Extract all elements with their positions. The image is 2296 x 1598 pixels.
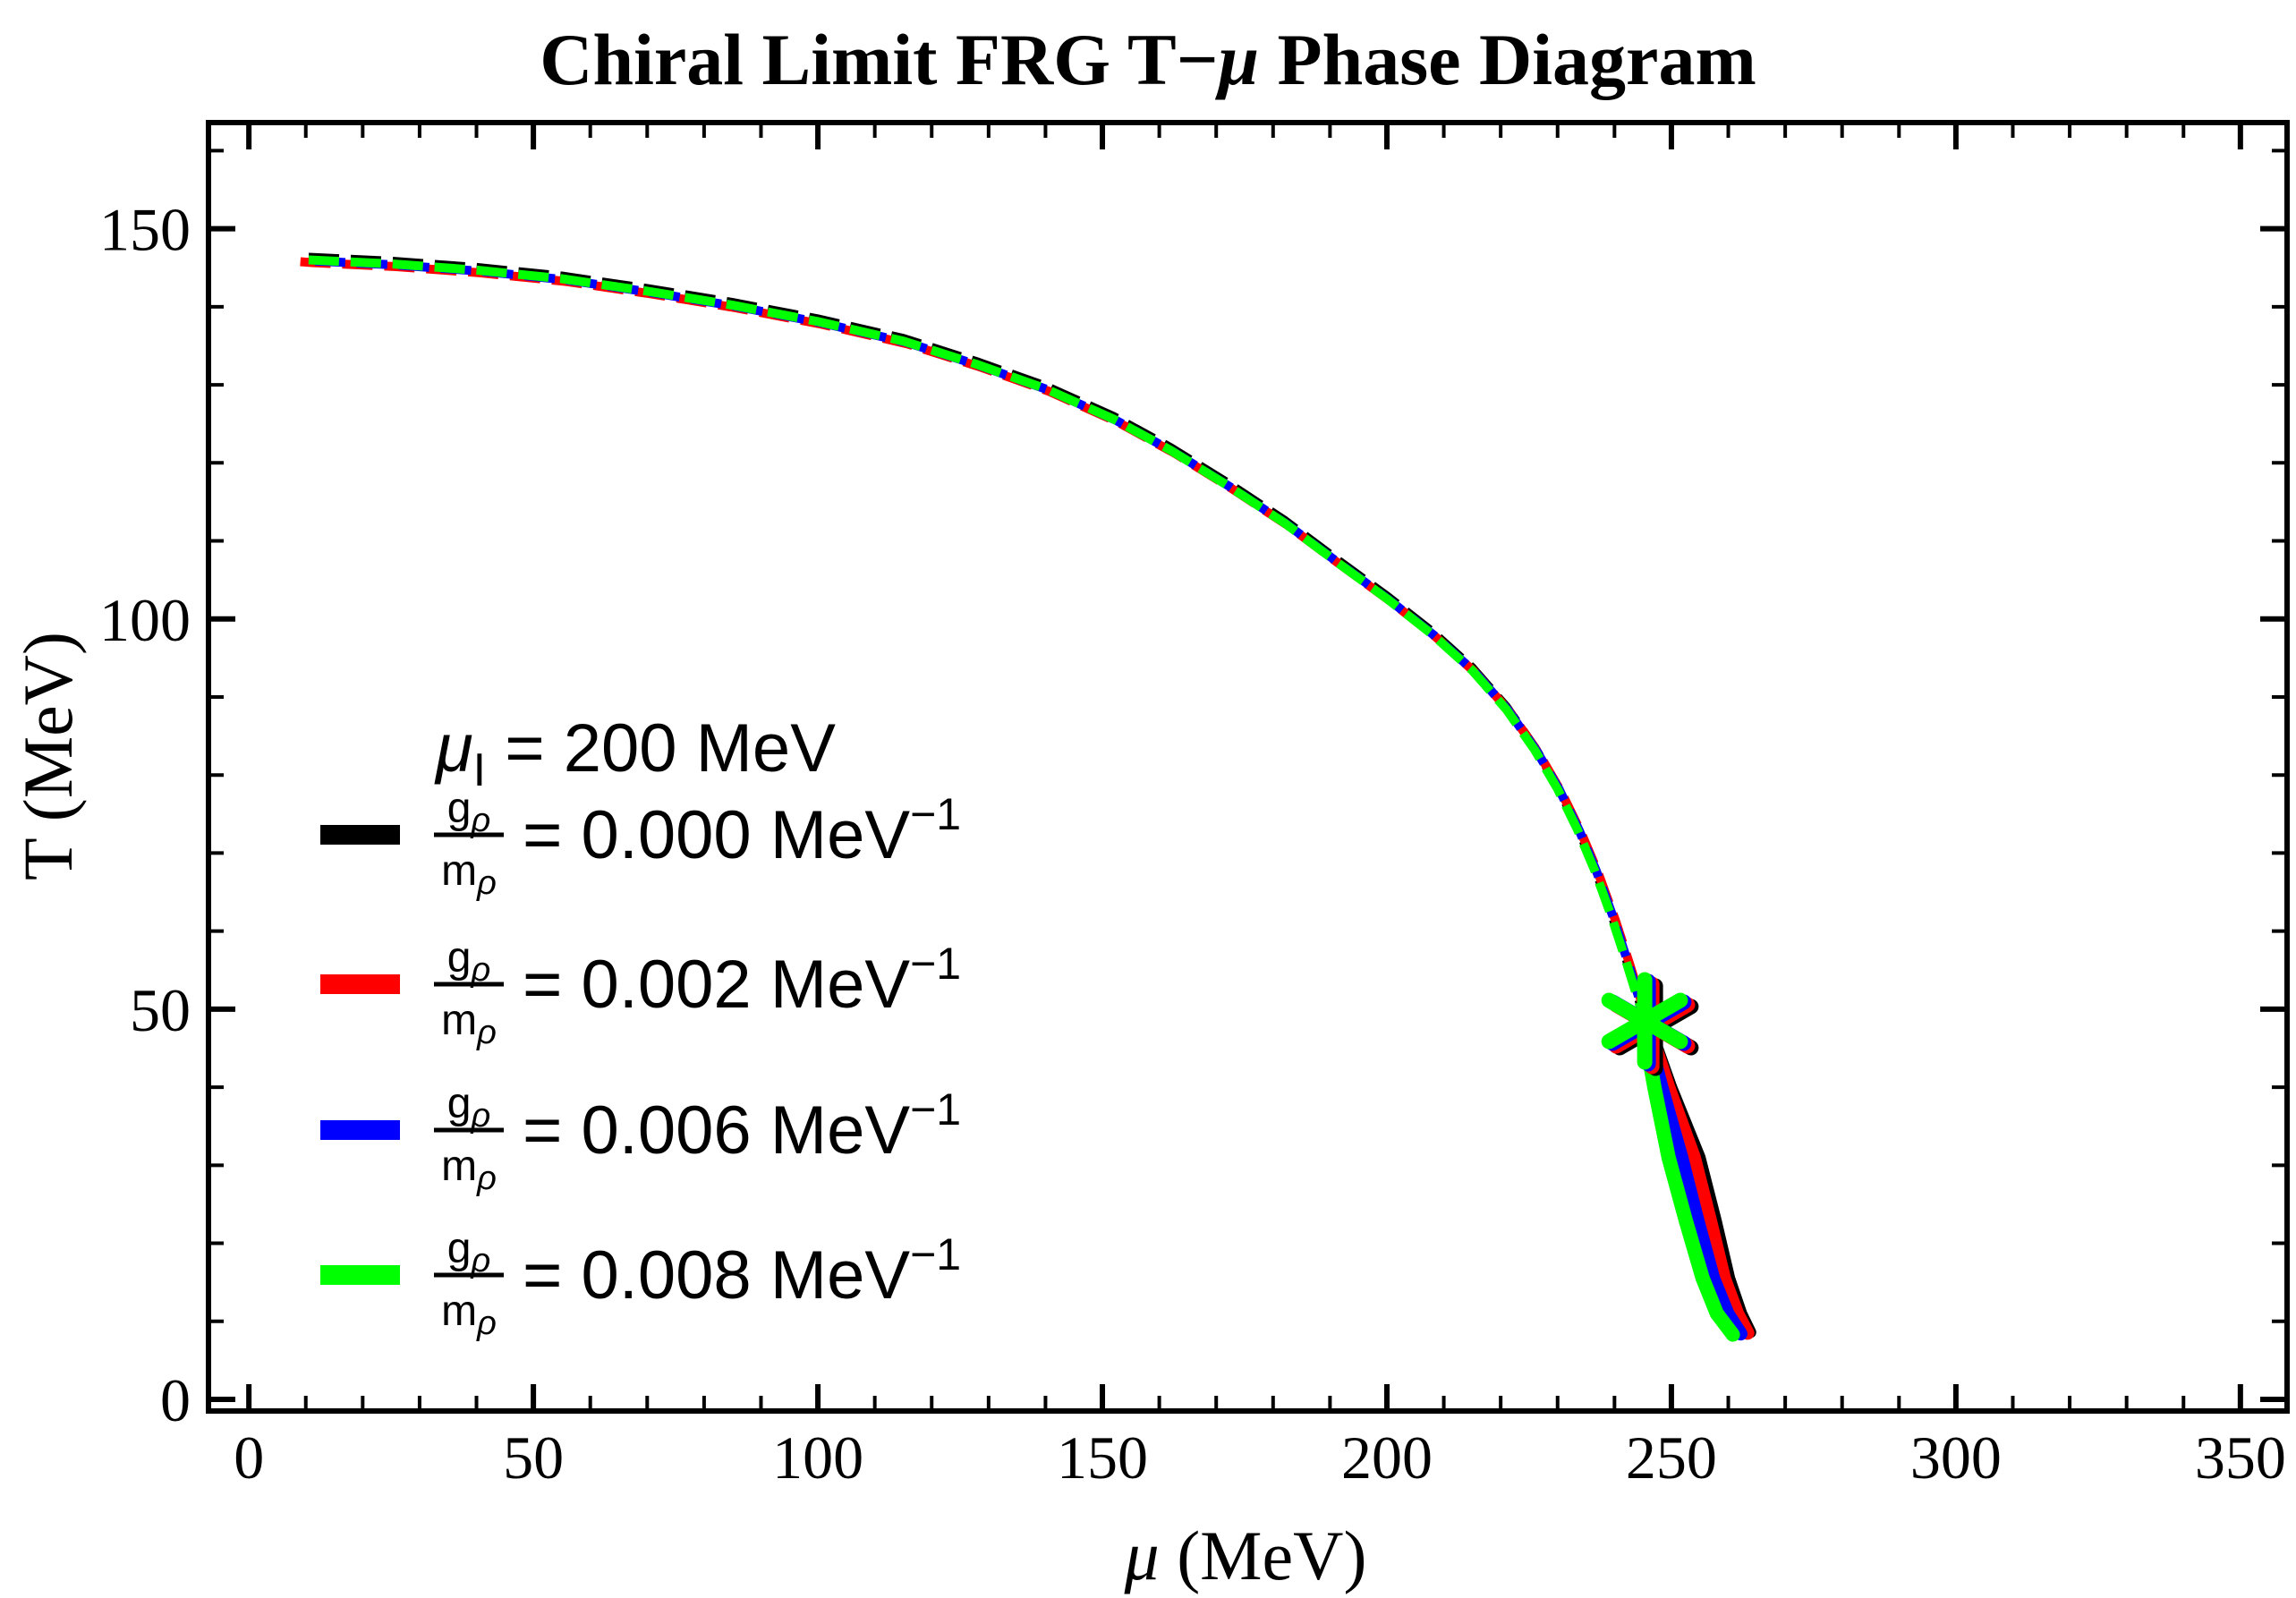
first-order-line-blue	[1638, 1016, 1748, 1341]
legend-swatch	[320, 825, 400, 845]
y-axis-title: T (MeV)	[9, 632, 87, 880]
y-tick-label: 0	[160, 1366, 191, 1434]
legend-fraction-numerator: gρ	[447, 934, 490, 989]
plot-frame	[206, 120, 2290, 1414]
chart-title-mu-symbol: μ	[1218, 19, 1260, 100]
legend-value: = 0.008 MeV−1	[523, 1229, 961, 1313]
legend-swatch	[320, 1265, 400, 1285]
x-tick-label: 200	[1341, 1424, 1433, 1492]
x-axis-title-mu-symbol: μ	[1124, 1517, 1160, 1594]
x-tick-label: 300	[1910, 1424, 2002, 1492]
legend-fraction-denominator: mρ	[441, 1143, 497, 1197]
chart-title-text-right: Phase Diagram	[1259, 19, 1756, 100]
chart-title: Chiral Limit FRG T−μ Phase Diagram	[0, 18, 2296, 102]
legend-header: μI = 200 MeV	[434, 710, 836, 796]
x-axis-title-unit: (MeV)	[1159, 1517, 1367, 1594]
legend-fraction-denominator: mρ	[441, 847, 497, 902]
legend-value: = 0.002 MeV−1	[523, 939, 961, 1023]
legend-fraction-denominator: mρ	[441, 1288, 497, 1342]
x-tick-label: 250	[1626, 1424, 1717, 1492]
legend-fraction-numerator: gρ	[447, 1080, 490, 1135]
legend-value: = 0.000 MeV−1	[523, 789, 961, 873]
legend-entry-0.000: gρ mρ = 0.000 MeV−1	[320, 785, 961, 902]
crossover-curve-green	[308, 255, 1649, 1023]
x-tick-label: 100	[772, 1424, 863, 1492]
legend-entry-0.008: gρ mρ = 0.008 MeV−1	[320, 1225, 961, 1342]
x-tick-label: 150	[1057, 1424, 1148, 1492]
chart-title-text-left: Chiral Limit FRG T−	[540, 19, 1219, 100]
legend-fraction-numerator: gρ	[447, 1225, 490, 1279]
y-tick-label: 100	[99, 586, 191, 654]
x-tick-label: 50	[503, 1424, 564, 1492]
legend-value: = 0.006 MeV−1	[523, 1084, 961, 1169]
x-tick-label: 350	[2195, 1424, 2286, 1492]
x-axis-title: μ (MeV)	[1125, 1516, 1367, 1596]
x-tick-label: 0	[234, 1424, 264, 1492]
tick-labels: 0 50 100 150 200 250 300 350 0 50 100 150	[99, 196, 2286, 1492]
legend-fraction-numerator: gρ	[447, 785, 490, 839]
y-tick-label: 150	[99, 196, 191, 264]
crossover-curves	[292, 252, 1653, 1025]
legend-entry-0.006: gρ mρ = 0.006 MeV−1	[320, 1080, 961, 1197]
legend-entry-0.002: gρ mρ = 0.002 MeV−1	[320, 934, 961, 1051]
legend-fraction-denominator: mρ	[441, 997, 497, 1051]
crossover-curve-black	[308, 252, 1649, 1020]
legend-swatch	[320, 974, 400, 994]
critical-point-arm-green	[1601, 992, 1688, 1050]
first-order-lines	[1636, 1016, 1756, 1342]
y-tick-label: 50	[130, 976, 191, 1044]
legend-swatch	[320, 1120, 400, 1140]
critical-point-marker	[1601, 972, 1699, 1076]
first-order-line-green	[1636, 1016, 1740, 1342]
